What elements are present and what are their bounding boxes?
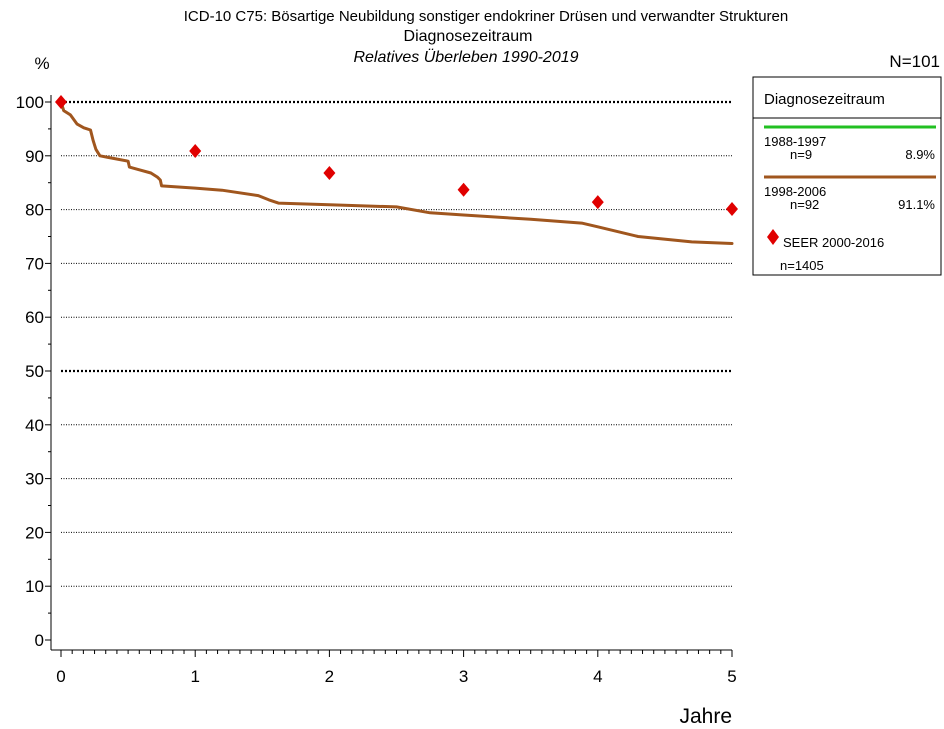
x-tick-label: 2	[325, 667, 334, 686]
legend-label-seer: SEER 2000-2016	[783, 235, 884, 250]
x-axis-ticks: 0 1 2 3 4 5	[56, 650, 737, 686]
legend-pct-1988-1997: 8.9%	[905, 147, 935, 162]
legend-pct-1998-2006: 91.1%	[898, 197, 935, 212]
x-axis-label: Jahre	[679, 705, 732, 728]
grid-lines	[61, 100, 732, 587]
y-tick-label: 100	[16, 93, 44, 112]
seer-reference-points	[55, 95, 738, 217]
chart-subtitle-italic: Relatives Überleben 1990-2019	[353, 48, 578, 66]
legend-n-1998-2006: n=92	[790, 197, 819, 212]
y-tick-label: 0	[35, 631, 44, 650]
x-tick-label: 1	[190, 667, 199, 686]
y-axis-ticks: 0 10 20 30 40 50 60 70 80 90 100	[16, 93, 51, 650]
seer-point	[591, 195, 604, 210]
x-tick-label: 0	[56, 667, 65, 686]
chart-title: ICD-10 C75: Bösartige Neubildung sonstig…	[184, 8, 789, 25]
series-layer	[59, 100, 734, 245]
x-tick-label: 5	[727, 667, 736, 686]
y-tick-label: 40	[25, 416, 44, 435]
seer-point	[189, 143, 202, 158]
legend-n-1988-1997: n=9	[790, 147, 812, 162]
y-tick-label: 50	[25, 362, 44, 381]
y-tick-label: 70	[25, 254, 44, 273]
seer-point	[55, 95, 67, 109]
y-axis-label: %	[34, 54, 49, 73]
y-tick-label: 80	[25, 201, 44, 220]
legend-label-1988-1997: 1988-1997	[764, 134, 826, 149]
chart-subtitle: Diagnosezeitraum	[404, 28, 533, 45]
legend-n-seer: n=1405	[780, 258, 824, 273]
legend: Diagnosezeitraum 1988-1997 n=9 8.9% 1998…	[752, 76, 942, 276]
x-tick-label: 3	[459, 667, 468, 686]
legend-label-1998-2006: 1998-2006	[764, 184, 826, 199]
y-tick-label: 20	[25, 523, 44, 542]
y-tick-label: 60	[25, 308, 44, 327]
y-tick-label: 10	[25, 577, 44, 596]
legend-title: Diagnosezeitraum	[764, 91, 885, 108]
seer-point	[457, 182, 470, 197]
x-tick-label: 4	[593, 667, 602, 686]
y-tick-label: 90	[25, 147, 44, 166]
y-tick-label: 30	[25, 470, 44, 489]
legend-seer-diamond-icon	[767, 229, 779, 245]
series-line-1998-2006	[59, 100, 734, 245]
n-total-label: N=101	[889, 52, 940, 71]
seer-point	[726, 202, 738, 217]
seer-point	[323, 166, 336, 181]
axes	[50, 95, 732, 651]
